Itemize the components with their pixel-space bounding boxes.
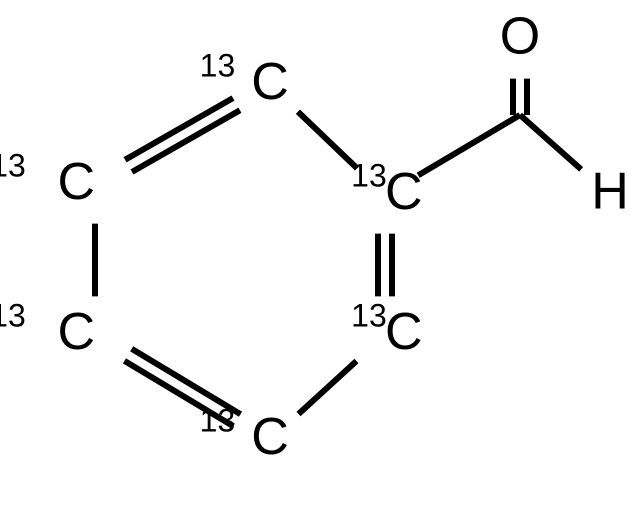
atom-c1: C13 (351, 158, 422, 221)
bond-line (132, 110, 240, 172)
atom-c6: C13 (351, 298, 422, 361)
atom-c4: C13 (0, 298, 95, 361)
atom-o: O (500, 8, 540, 66)
atom-c2: C13 (200, 48, 289, 111)
bond-line (299, 361, 357, 414)
molecule-diagram: C13 C13 C13 C13 C13 C13 O H (0, 0, 640, 519)
atom-h: H (591, 163, 629, 221)
bond-line (125, 98, 233, 160)
bond-line (520, 115, 581, 169)
bond-line (418, 115, 520, 175)
atom-c3: C13 (0, 148, 95, 211)
atom-c5: C13 (200, 403, 289, 466)
bond-line (298, 112, 357, 169)
